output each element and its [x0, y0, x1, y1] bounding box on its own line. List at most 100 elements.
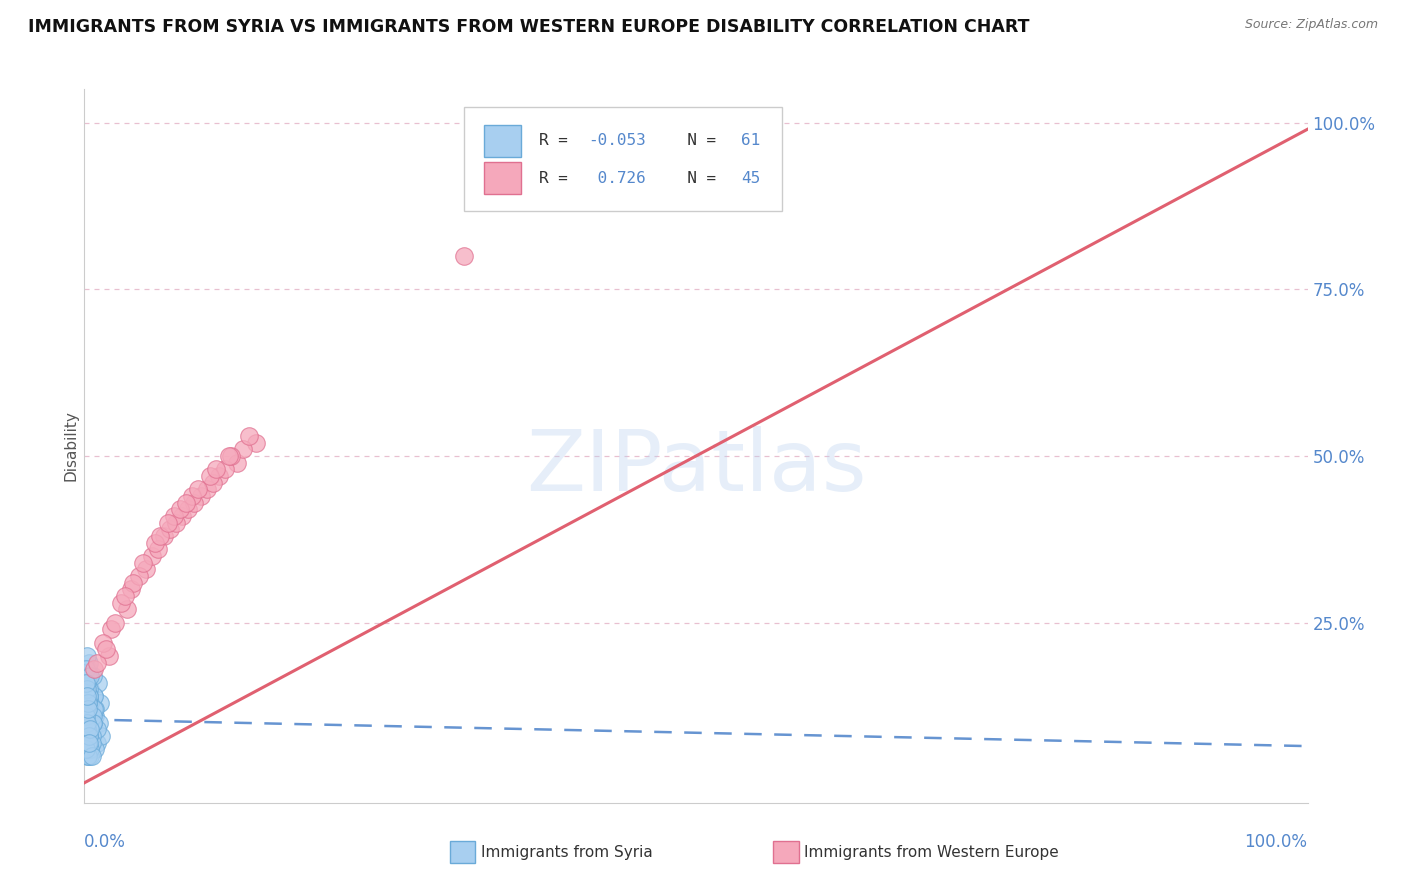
Point	[90, 729, 112, 743]
Point	[76, 715, 98, 730]
Point	[238, 429, 260, 443]
Text: -0.053: -0.053	[588, 133, 647, 148]
Point	[86, 736, 108, 750]
Point	[79, 749, 101, 764]
Bar	[484, 125, 522, 157]
Point	[75, 662, 97, 676]
Point	[122, 575, 145, 590]
Point	[177, 502, 200, 516]
Point	[75, 702, 97, 716]
Point	[453, 249, 475, 263]
Point	[83, 662, 105, 676]
Point	[76, 749, 98, 764]
Point	[77, 689, 100, 703]
Point	[80, 729, 103, 743]
Point	[82, 715, 104, 730]
Point	[77, 736, 100, 750]
Point	[89, 696, 111, 710]
Point	[218, 449, 240, 463]
Point	[82, 709, 104, 723]
Point	[77, 689, 100, 703]
Point	[132, 556, 155, 570]
Point	[219, 449, 242, 463]
Point	[77, 729, 100, 743]
Point	[86, 656, 108, 670]
Text: IMMIGRANTS FROM SYRIA VS IMMIGRANTS FROM WESTERN EUROPE DISABILITY CORRELATION C: IMMIGRANTS FROM SYRIA VS IMMIGRANTS FROM…	[28, 18, 1029, 36]
Point	[75, 675, 97, 690]
Point	[76, 723, 98, 737]
Point	[104, 615, 127, 630]
Point	[79, 696, 101, 710]
Point	[82, 723, 104, 737]
Point	[165, 516, 187, 530]
Text: Immigrants from Western Europe: Immigrants from Western Europe	[804, 846, 1059, 860]
Point	[141, 549, 163, 563]
Point	[77, 696, 100, 710]
Point	[87, 715, 110, 730]
Point	[77, 729, 100, 743]
Point	[156, 516, 179, 530]
Point	[76, 675, 98, 690]
Text: N =: N =	[668, 133, 725, 148]
Point	[190, 489, 212, 503]
Point	[80, 702, 103, 716]
Point	[80, 709, 103, 723]
Point	[77, 682, 100, 697]
Point	[79, 742, 101, 756]
Text: 45: 45	[741, 171, 761, 186]
FancyBboxPatch shape	[464, 107, 782, 211]
Point	[135, 562, 157, 576]
Point	[163, 509, 186, 524]
Point	[149, 529, 172, 543]
Point	[87, 675, 110, 690]
Point	[84, 702, 107, 716]
Point	[79, 682, 101, 697]
Text: 0.726: 0.726	[588, 171, 647, 186]
Point	[77, 656, 100, 670]
Y-axis label: Disability: Disability	[63, 410, 79, 482]
Point	[114, 589, 136, 603]
Point	[76, 689, 98, 703]
Point	[91, 636, 114, 650]
Point	[82, 669, 104, 683]
Text: R =: R =	[540, 171, 578, 186]
Text: N =: N =	[668, 171, 725, 186]
Point	[120, 582, 142, 597]
Point	[80, 749, 103, 764]
Point	[208, 469, 231, 483]
Text: 100.0%: 100.0%	[1244, 833, 1308, 851]
Point	[79, 742, 101, 756]
Point	[201, 475, 224, 490]
Point	[76, 649, 98, 664]
Point	[79, 723, 101, 737]
Point	[169, 502, 191, 516]
Point	[96, 642, 118, 657]
Point	[128, 569, 150, 583]
Point	[226, 456, 249, 470]
Text: Source: ZipAtlas.com: Source: ZipAtlas.com	[1244, 18, 1378, 31]
Point	[83, 689, 105, 703]
Point	[76, 682, 98, 697]
Point	[205, 462, 228, 476]
Point	[77, 736, 100, 750]
Point	[80, 736, 103, 750]
Point	[110, 596, 132, 610]
Point	[195, 483, 218, 497]
Point	[146, 542, 169, 557]
Point	[232, 442, 254, 457]
Point	[83, 689, 105, 703]
Point	[82, 715, 104, 730]
Point	[77, 729, 100, 743]
Point	[200, 469, 222, 483]
Point	[181, 489, 204, 503]
Point	[77, 696, 100, 710]
Point	[187, 483, 209, 497]
Point	[174, 496, 197, 510]
Point	[172, 509, 194, 524]
Point	[97, 649, 120, 664]
Point	[75, 675, 97, 690]
Text: Immigrants from Syria: Immigrants from Syria	[481, 846, 652, 860]
Text: 61: 61	[741, 133, 761, 148]
Point	[100, 623, 122, 637]
Point	[77, 736, 100, 750]
